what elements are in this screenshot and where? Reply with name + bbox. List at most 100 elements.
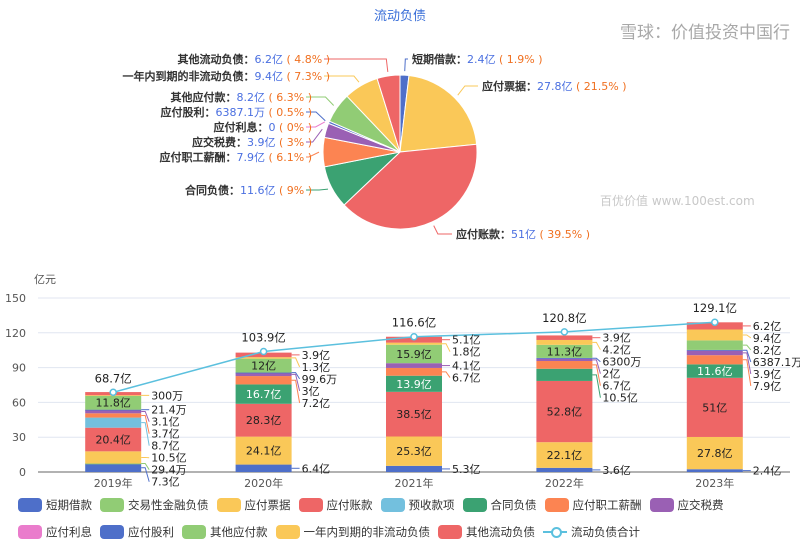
pie-label: 短期借款：2.4亿 ( 1.9% )	[412, 52, 543, 66]
y-tick-label: 90	[12, 362, 26, 375]
bar-segment	[536, 335, 593, 340]
bar-data-label: 99.6万	[302, 373, 338, 386]
bar-segment	[536, 442, 593, 468]
bar-data-label: 3.9亿	[753, 368, 782, 381]
bar-segment	[235, 384, 292, 404]
total-point	[259, 347, 268, 356]
bar-segment	[536, 360, 593, 369]
total-label: 68.7亿	[95, 371, 132, 385]
pie-leader-line	[306, 128, 323, 143]
bar-data-label: 3.1亿	[151, 416, 180, 429]
pie-label: 其他应付款：8.2亿 ( 6.3% )	[170, 90, 312, 104]
pie-leader-line	[306, 188, 329, 191]
y-tick-label: 60	[12, 396, 26, 409]
pie-leader-line	[324, 75, 360, 83]
pie-label: 一年内到期的非流动负债：9.4亿 ( 7.3% )	[122, 69, 330, 83]
bar-segment	[686, 350, 743, 356]
bar-label-leader	[141, 422, 150, 446]
legend-swatch	[380, 498, 405, 512]
legend-swatch	[462, 498, 487, 512]
legend-item[interactable]: 交易性金融负债	[100, 497, 209, 513]
bar-label-leader	[742, 349, 752, 363]
legend-item[interactable]: 流动负债合计	[543, 524, 640, 540]
legend-item[interactable]: 合同负债	[462, 497, 537, 513]
bar-data-label: 25.3亿	[396, 445, 432, 458]
bar-data-label: 8.7亿	[151, 440, 180, 453]
bar-segment	[386, 465, 442, 472]
bar-data-label: 11.6亿	[697, 365, 733, 378]
pie-leader-line	[433, 225, 452, 235]
bar-segment	[386, 391, 442, 437]
bar-segment	[235, 358, 292, 373]
bar-label-leader	[291, 357, 301, 368]
bar-label-leader	[592, 341, 601, 350]
bar-segment	[85, 409, 142, 414]
bar-segment	[536, 368, 593, 381]
bar-segment	[686, 329, 743, 341]
bar-segment	[386, 344, 442, 364]
bar-segment	[536, 357, 593, 359]
pie-leader-line	[457, 85, 478, 96]
legend-item[interactable]: 应付账款	[298, 497, 373, 513]
bar-data-label: 3.7亿	[151, 428, 180, 441]
legend-swatch	[18, 498, 42, 512]
bar-segment	[536, 380, 593, 443]
bar-label-leader	[291, 373, 301, 392]
legend-item[interactable]: 其他应付款	[182, 524, 268, 540]
legend-swatch	[100, 525, 124, 539]
legend-item[interactable]: 应付职工薪酬	[544, 497, 642, 513]
bar-label-leader	[141, 467, 150, 482]
bar-label-leader	[592, 359, 601, 374]
total-label: 129.1亿	[693, 301, 737, 315]
legend-row: 短期借款 交易性金融负债 应付票据 应付账款 预收款项 合同负债 应付职工薪酬 应交税费	[18, 497, 794, 513]
bar-data-label: 12亿	[251, 360, 276, 373]
bar-data-label: 5.3亿	[452, 463, 481, 476]
bar-segment	[386, 436, 442, 466]
legend-item[interactable]: 应付利息	[18, 524, 92, 540]
bar-segment	[686, 377, 743, 437]
y-tick-label: 120	[5, 327, 26, 340]
legend-item[interactable]: 应交税费	[649, 497, 724, 513]
bar-data-label: 6387.1万	[753, 356, 800, 369]
legend-label: 短期借款	[46, 498, 92, 512]
bar-data-label: 10.5亿	[151, 452, 187, 465]
watermark: 百优价值 www.100est.com	[600, 193, 755, 208]
pie-leader-line	[306, 121, 326, 128]
pie-label: 应付票据：27.8亿 ( 21.5% )	[482, 79, 627, 93]
bar-segment	[536, 339, 593, 345]
legend-label: 应付利息	[46, 525, 92, 539]
pie-label: 应付利息：0 ( 0% )	[213, 120, 312, 134]
bar-data-label: 1.8亿	[452, 346, 481, 359]
x-tick-label: 2023年	[695, 476, 734, 490]
legend-label: 应付职工薪酬	[572, 498, 642, 512]
legend-label: 合同负债	[490, 498, 537, 512]
total-point	[560, 328, 569, 336]
bar-segment	[235, 403, 292, 437]
legend-item[interactable]: 应付票据	[216, 497, 291, 513]
legend-item[interactable]: 一年内到期的非流动负债	[275, 524, 430, 540]
y-tick-label: 0	[19, 466, 26, 479]
bar-segment	[686, 340, 743, 350]
pie-label: 应交税费：3.9亿 ( 3% )	[192, 135, 312, 149]
legend-item[interactable]: 短期借款	[18, 497, 92, 513]
legend-swatch	[544, 498, 569, 512]
legend-label: 应付股利	[128, 525, 174, 539]
total-label: 120.8亿	[542, 311, 586, 325]
bar-label-leader	[592, 357, 601, 363]
bar-data-label: 3.9亿	[302, 349, 331, 362]
bar-segment	[85, 463, 142, 465]
legend-item[interactable]: 其他流动负债	[438, 524, 535, 540]
bar-segment	[85, 413, 142, 418]
legend: 短期借款 交易性金融负债 应付票据 应付账款 预收款项 合同负债 应付职工薪酬 应交税费 应付…	[18, 497, 794, 545]
bar-data-label: 11.3亿	[547, 345, 583, 358]
legend-item[interactable]: 预收款项	[380, 497, 455, 513]
bar-data-label: 8.2亿	[753, 344, 782, 357]
bar-data-label: 29.4万	[151, 464, 187, 477]
bar-segment	[386, 342, 442, 345]
pie-leader-line	[306, 96, 335, 106]
legend-item[interactable]: 应付股利	[100, 524, 174, 540]
bar-data-label: 300万	[151, 389, 183, 402]
bar-label-leader	[742, 352, 752, 375]
y-tick-label: 30	[12, 431, 26, 444]
